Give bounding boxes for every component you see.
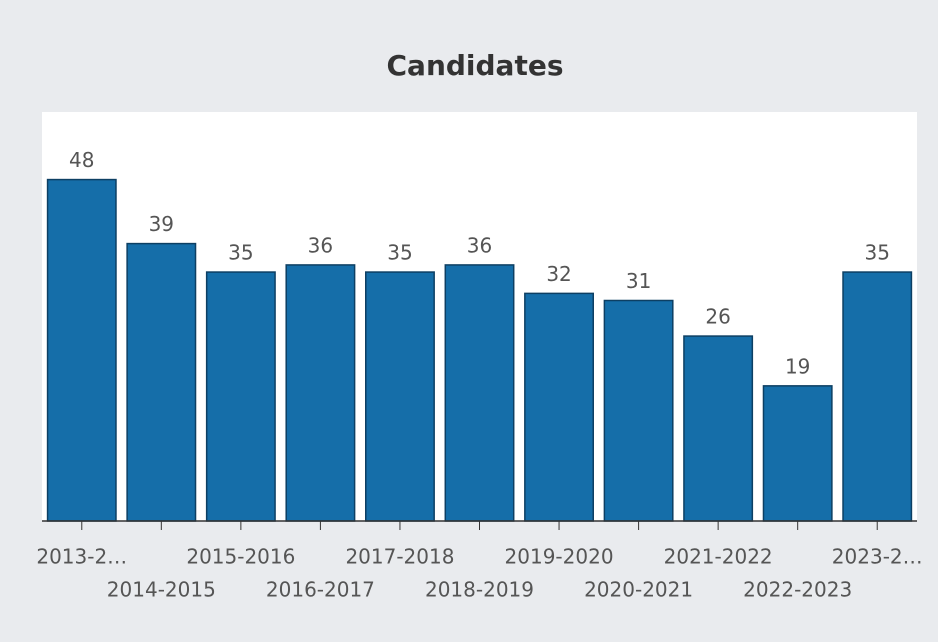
x-tick-label: 2015-2016 — [186, 545, 295, 569]
x-tick-label: 2017-2018 — [345, 545, 454, 569]
x-tick-label: 2016-2017 — [266, 578, 375, 602]
bar — [46, 178, 117, 522]
value-label: 48 — [69, 148, 94, 172]
value-label: 35 — [865, 241, 890, 265]
bar — [285, 264, 356, 522]
value-label: 26 — [705, 305, 730, 329]
x-tick-label: 2014-2015 — [107, 578, 216, 602]
bar — [842, 271, 913, 522]
x-tick-label: 2023-2… — [832, 545, 923, 569]
chart-title: Candidates — [387, 49, 564, 82]
bar — [205, 271, 276, 522]
x-tick-label: 2019-2020 — [505, 545, 614, 569]
value-label: 36 — [308, 233, 333, 257]
bar — [126, 242, 197, 522]
bar — [603, 299, 674, 522]
x-tick-label: 2021-2022 — [664, 545, 773, 569]
x-tick-label: 2013-2… — [36, 545, 127, 569]
bar — [365, 271, 435, 522]
value-label: 19 — [785, 354, 810, 378]
value-label: 36 — [467, 233, 492, 257]
bar — [683, 335, 754, 522]
x-tick-label: 2022-2023 — [743, 578, 852, 602]
bar — [524, 292, 594, 522]
value-label: 32 — [546, 262, 571, 286]
value-label: 35 — [228, 241, 253, 265]
value-label: 39 — [149, 212, 174, 236]
bar — [762, 385, 833, 522]
x-tick-label: 2018-2019 — [425, 578, 534, 602]
bar — [444, 264, 515, 522]
value-label: 35 — [387, 241, 412, 265]
value-label: 31 — [626, 269, 651, 293]
x-tick-label: 2020-2021 — [584, 578, 693, 602]
